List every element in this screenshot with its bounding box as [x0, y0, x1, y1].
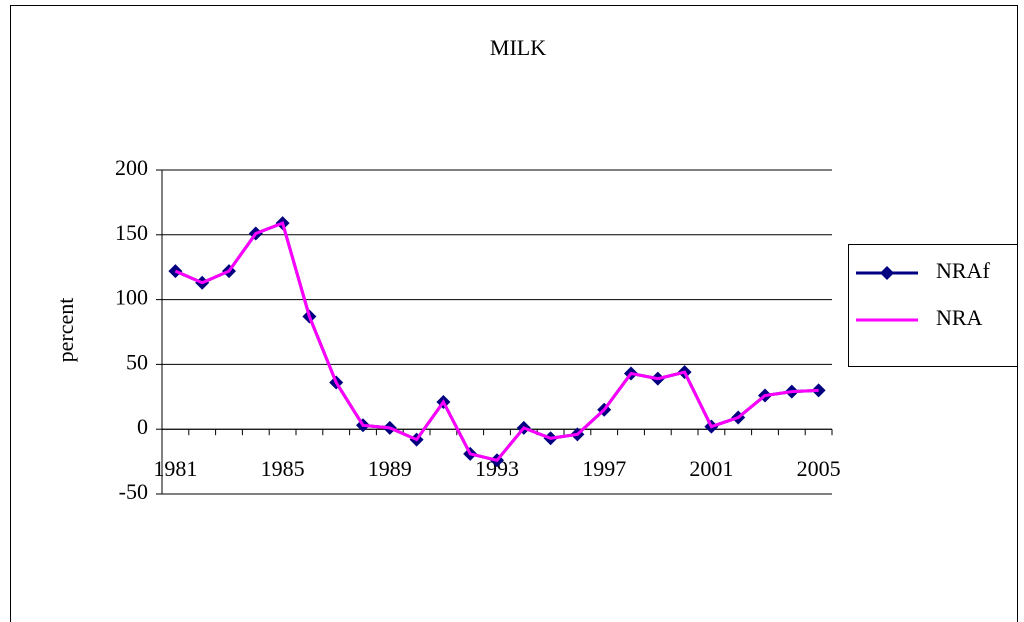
legend-label: NRA: [936, 305, 983, 330]
y-tick-label: 100: [115, 285, 148, 310]
chart-title: MILK: [490, 35, 546, 60]
legend-marker: [880, 266, 894, 280]
x-tick-label: 1981: [153, 456, 197, 481]
y-tick-label: 200: [115, 155, 148, 180]
x-tick-label: 1985: [261, 456, 305, 481]
legend-label: NRAf: [936, 258, 990, 283]
y-tick-label: -50: [119, 479, 148, 504]
y-tick-label: 0: [137, 414, 148, 439]
x-tick-label: 1997: [582, 456, 626, 481]
y-tick-label: 150: [115, 220, 148, 245]
series-line: [174, 221, 819, 462]
y-tick-label: 50: [126, 349, 148, 374]
x-tick-label: 2005: [797, 456, 841, 481]
x-tick-label: 1989: [368, 456, 412, 481]
x-tick-label: 2001: [689, 456, 733, 481]
legend-box: [848, 244, 1018, 367]
y-axis-label: percent: [53, 298, 78, 363]
